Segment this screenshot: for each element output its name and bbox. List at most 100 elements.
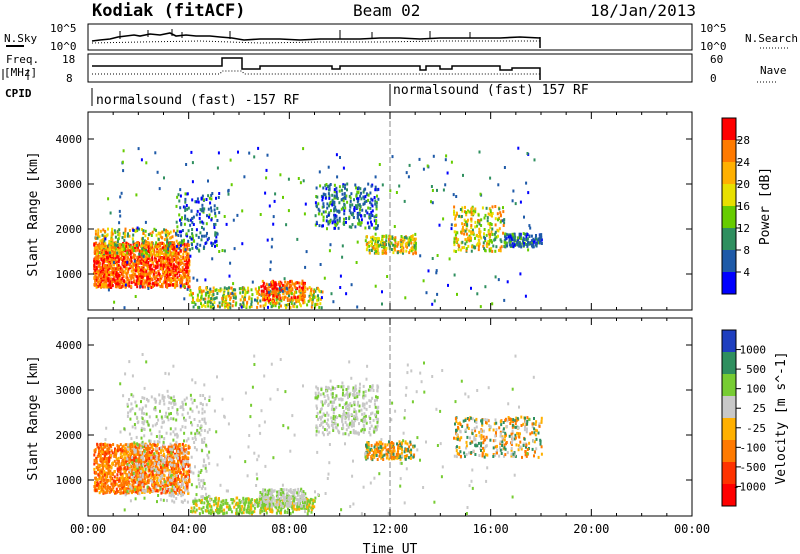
range-time-cell	[142, 248, 145, 252]
range-time-cell	[126, 475, 129, 479]
range-time-cell	[272, 296, 275, 300]
range-time-cell	[267, 299, 270, 303]
range-time-cell	[111, 482, 114, 486]
range-time-cell	[122, 444, 125, 448]
range-time-cell	[113, 300, 116, 304]
range-time-cell	[205, 198, 208, 201]
range-time-cell	[94, 477, 97, 481]
range-time-cell	[119, 284, 122, 288]
range-time-cell	[163, 474, 166, 478]
range-time-cell	[106, 259, 109, 263]
range-time-cell	[212, 242, 215, 246]
range-time-cell	[121, 271, 124, 275]
range-time-cell	[191, 246, 194, 250]
range-time-cell	[435, 269, 438, 273]
range-time-cell	[111, 227, 114, 231]
range-time-cell	[241, 290, 244, 294]
range-time-cell	[140, 261, 143, 265]
range-time-cell	[187, 239, 190, 243]
range-time-cell	[488, 235, 491, 239]
range-time-cell	[181, 229, 184, 232]
range-time-cell	[322, 186, 325, 190]
range-time-cell	[179, 248, 182, 252]
range-time-cell	[457, 238, 460, 242]
range-time-cell	[335, 153, 338, 157]
power-colorbar-label: Power [dB]	[758, 167, 773, 245]
range-time-cell	[463, 223, 466, 226]
range-time-cell	[206, 231, 208, 235]
range-time-cell	[286, 281, 289, 284]
range-time-cell	[494, 249, 497, 253]
range-time-cell	[173, 250, 176, 254]
range-time-cell	[101, 468, 104, 472]
range-time-cell	[191, 228, 194, 231]
range-time-cell	[110, 453, 112, 457]
range-time-cell	[407, 243, 410, 247]
range-time-cell	[463, 232, 466, 236]
range-time-cell	[284, 303, 287, 307]
range-time-cell	[141, 252, 144, 256]
range-time-cell	[225, 222, 228, 226]
range-time-cell	[453, 212, 455, 216]
range-time-cell	[298, 285, 301, 289]
range-time-cell	[198, 212, 201, 216]
range-time-cell	[289, 305, 292, 309]
range-time-cell	[97, 464, 100, 468]
range-time-cell	[96, 236, 99, 240]
range-time-cell	[190, 150, 193, 154]
range-time-cell	[163, 253, 166, 256]
range-time-cell	[399, 245, 402, 249]
range-time-cell	[278, 294, 281, 298]
range-time-cell	[291, 280, 293, 284]
range-time-cell	[407, 238, 410, 242]
range-time-cell	[143, 268, 146, 271]
range-time-cell	[317, 288, 320, 292]
range-time-cell	[410, 247, 413, 250]
range-time-cell	[364, 187, 367, 191]
range-time-cell	[197, 235, 200, 239]
range-time-cell	[152, 272, 155, 276]
range-time-cell	[279, 173, 282, 177]
range-time-cell	[181, 276, 184, 280]
range-time-cell	[159, 235, 162, 239]
range-time-cell	[422, 279, 425, 283]
range-time-cell	[376, 244, 379, 247]
range-time-cell	[201, 207, 204, 211]
range-time-cell	[299, 293, 302, 297]
range-time-cell	[518, 244, 521, 248]
range-time-cell	[484, 237, 487, 240]
range-time-cell	[188, 279, 191, 283]
range-time-cell	[149, 472, 152, 476]
range-time-cell	[453, 249, 456, 253]
range-time-cell	[156, 245, 159, 249]
range-time-cell	[135, 279, 138, 283]
range-time-cell	[110, 260, 113, 264]
range-time-cell	[202, 289, 205, 293]
range-time-cell	[317, 294, 319, 298]
range-time-cell	[184, 197, 187, 201]
range-time-cell	[511, 232, 514, 236]
range-time-cell	[184, 266, 187, 270]
range-time-cell	[256, 292, 259, 295]
range-time-cell	[184, 209, 187, 212]
range-time-cell	[467, 238, 470, 242]
range-time-cell	[148, 462, 151, 466]
range-time-cell	[522, 238, 525, 242]
range-time-cell	[104, 229, 107, 233]
range-time-cell	[136, 268, 139, 272]
range-time-cell	[151, 258, 154, 262]
range-time-cell	[128, 244, 131, 248]
range-time-cell	[145, 260, 147, 264]
range-time-cell	[166, 449, 169, 453]
range-time-cell	[274, 288, 276, 292]
range-time-cell	[170, 269, 173, 273]
range-time-cell	[93, 470, 96, 474]
range-time-cell	[206, 214, 208, 218]
range-time-cell	[188, 269, 191, 273]
range-time-cell	[133, 253, 136, 257]
range-time-cell	[104, 280, 107, 284]
range-time-cell	[137, 483, 140, 487]
range-time-cell	[319, 263, 322, 266]
range-time-cell	[129, 447, 132, 451]
nsearch-label: N.Search	[745, 32, 798, 45]
